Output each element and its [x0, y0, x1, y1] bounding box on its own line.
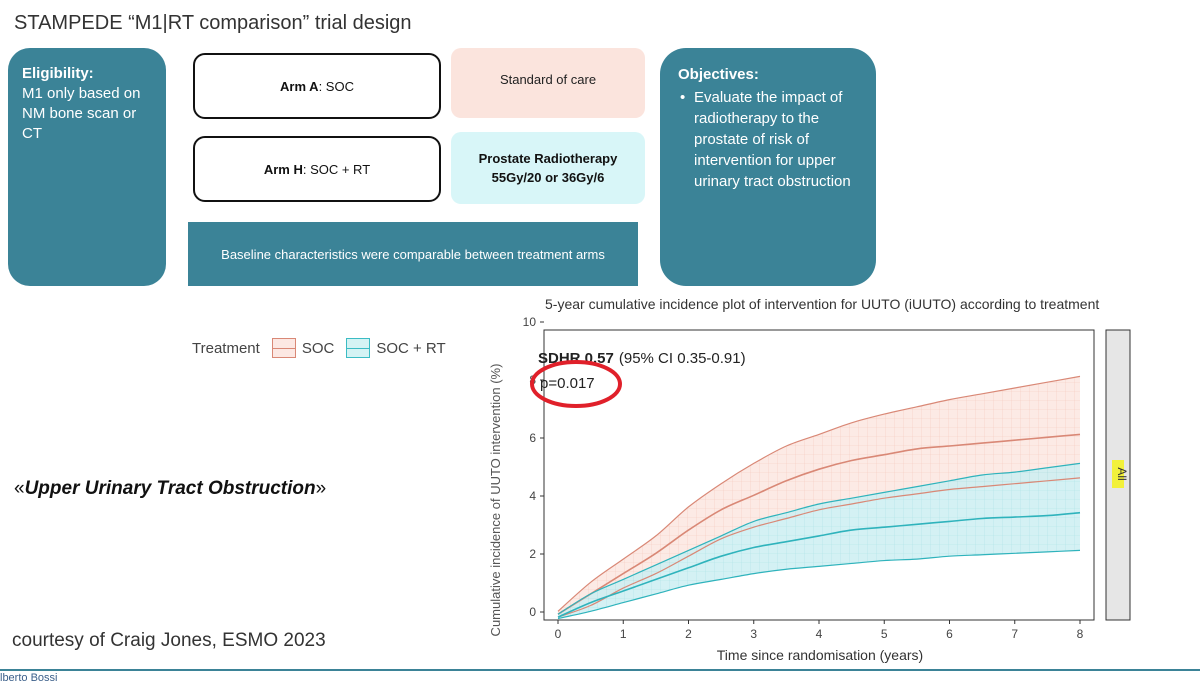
x-axis-label: Time since randomisation (years) [717, 647, 923, 663]
x-tick-label: 0 [555, 627, 562, 641]
author-credit: lberto Bossi [0, 672, 58, 684]
y-tick-label: 6 [529, 431, 536, 445]
ci-lower-soc [557, 477, 1081, 618]
ci-upper-soc [557, 375, 1081, 612]
slide-title: STAMPEDE “M1|RT comparison” trial design [14, 12, 412, 34]
y-tick-label: 10 [523, 315, 537, 329]
objectives-bullet: Evaluate the impact of radiotherapy to t… [680, 87, 858, 192]
facet-highlight [1112, 460, 1124, 488]
ci-lower-soc-rt [557, 549, 1081, 620]
ci-upper-soc-rt [557, 462, 1081, 615]
x-tick-label: 5 [881, 627, 888, 641]
incidence-chart: Cumulative incidence of UUTO interventio… [488, 315, 1131, 663]
legend-key-soc-rt [346, 338, 371, 358]
ci-band-soc [558, 376, 1080, 618]
x-tick-label: 1 [620, 627, 627, 641]
chart-legend: Treatment SOC SOC + RT [192, 338, 446, 358]
chart-title: 5-year cumulative incidence plot of inte… [545, 296, 1100, 312]
x-tick-label: 2 [685, 627, 692, 641]
uuto-text: Upper Urinary Tract Obstruction [24, 478, 316, 499]
objectives-heading: Objectives: [678, 66, 759, 83]
arm-a-label: Arm A [280, 78, 319, 94]
arm-a-rest: : SOC [318, 78, 354, 94]
radiotherapy-box: Prostate Radiotherapy 55Gy/20 or 36Gy/6 [451, 132, 645, 204]
y-tick-label: 0 [529, 605, 536, 619]
x-tick-label: 8 [1077, 627, 1084, 641]
uuto-close-quote: » [315, 478, 327, 499]
eligibility-text: M1 only based on NM bone scan or CT [22, 85, 141, 142]
arm-h-label: Arm H [263, 161, 303, 177]
legend-label-soc-rt: SOC + RT [376, 339, 446, 357]
p-value-highlight-circle [530, 360, 622, 408]
y-tick-label: 2 [529, 547, 536, 561]
annotation-sdhr-line: SDHR 0.57 (95% CI 0.35-0.91) [538, 350, 746, 367]
legend-label-soc: SOC [301, 339, 335, 357]
arm-h-rest: : SOC + RT [302, 161, 371, 177]
eligibility-box: Eligibility: M1 only based on NM bone sc… [8, 48, 166, 286]
ci-band-soc-rt [558, 463, 1080, 619]
uuto-open-quote: « [14, 478, 25, 499]
y-axis-label: Cumulative incidence of UUTO interventio… [488, 364, 503, 637]
baseline-banner: Baseline characteristics were comparable… [188, 222, 638, 286]
courtesy-note: courtesy of Craig Jones, ESMO 2023 [12, 630, 326, 651]
facet-label: All [1115, 467, 1129, 480]
footer-line [0, 669, 1200, 671]
line-soc [557, 433, 1081, 615]
standard-of-care-box: Standard of care [451, 48, 645, 118]
arm-a-box: Arm A: SOC [193, 53, 441, 119]
x-tick-label: 6 [946, 627, 953, 641]
y-tick-label: 4 [529, 489, 536, 503]
uuto-caption: «Upper Urinary Tract Obstruction» [14, 478, 326, 500]
annotation-ci: (95% CI 0.35-0.91) [619, 350, 746, 367]
objectives-box: Objectives: Evaluate the impact of radio… [660, 48, 876, 286]
eligibility-heading: Eligibility: [22, 65, 94, 82]
rt-line2: 55Gy/20 or 36Gy/6 [491, 170, 605, 185]
legend-title: Treatment [192, 339, 260, 357]
annotation-p: p=0.017 [540, 375, 595, 392]
legend-key-soc [271, 338, 296, 358]
x-tick-label: 3 [750, 627, 757, 641]
rt-line1: Prostate Radiotherapy [478, 151, 618, 166]
x-tick-label: 7 [1011, 627, 1018, 641]
arm-h-box: Arm H: SOC + RT [193, 136, 441, 202]
line-soc-rt [557, 511, 1081, 618]
x-tick-label: 4 [816, 627, 823, 641]
